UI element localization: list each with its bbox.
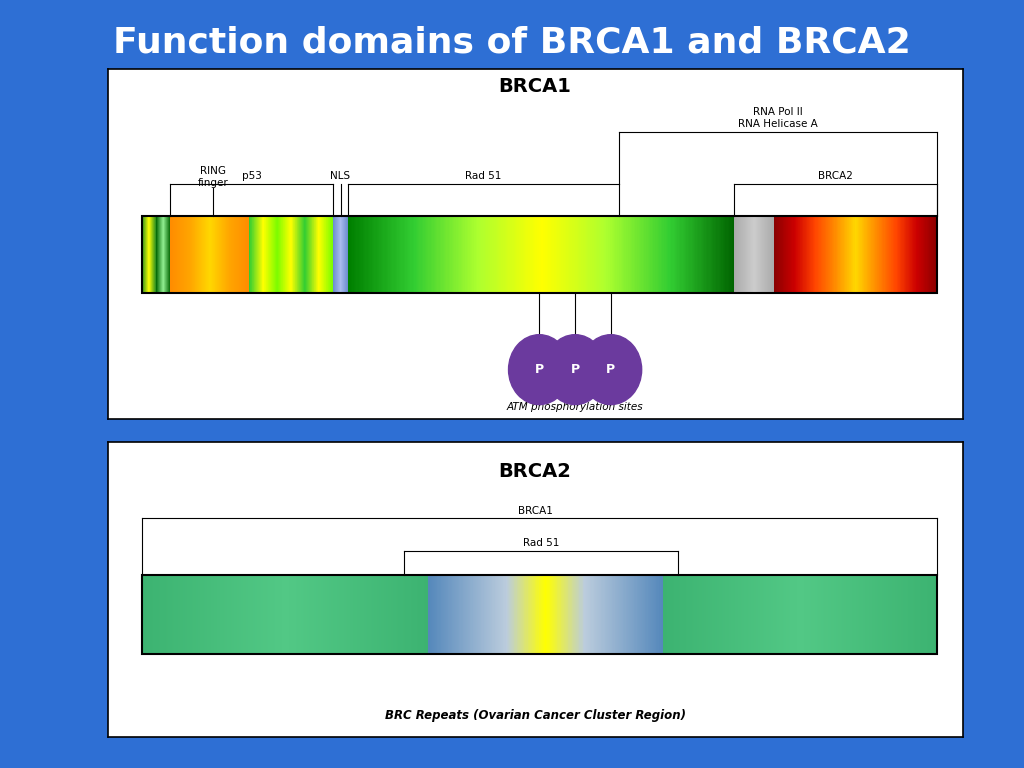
Text: NLS: NLS	[331, 171, 350, 181]
Text: Function domains of BRCA1 and BRCA2: Function domains of BRCA1 and BRCA2	[113, 25, 911, 59]
Text: BRCA1: BRCA1	[499, 77, 571, 96]
Ellipse shape	[545, 335, 606, 405]
Text: Rad 51: Rad 51	[466, 171, 502, 181]
Text: P: P	[535, 363, 544, 376]
Text: BRCA2: BRCA2	[499, 462, 571, 481]
Text: RING
finger: RING finger	[198, 167, 228, 188]
Text: ATM phosphorylation sites: ATM phosphorylation sites	[507, 402, 643, 412]
Text: BRCA1: BRCA1	[517, 505, 553, 515]
Text: RNA Pol II
RNA Helicase A: RNA Pol II RNA Helicase A	[738, 107, 818, 128]
Text: P: P	[570, 363, 580, 376]
Text: p53: p53	[242, 171, 261, 181]
Text: BRC Repeats (Ovarian Cancer Cluster Region): BRC Repeats (Ovarian Cancer Cluster Regi…	[385, 710, 685, 723]
Text: P: P	[606, 363, 615, 376]
Text: BRCA2: BRCA2	[818, 171, 853, 181]
Text: Rad 51: Rad 51	[523, 538, 559, 548]
Ellipse shape	[509, 335, 570, 405]
Bar	[141, 216, 937, 293]
Bar	[141, 574, 937, 654]
Ellipse shape	[581, 335, 642, 405]
